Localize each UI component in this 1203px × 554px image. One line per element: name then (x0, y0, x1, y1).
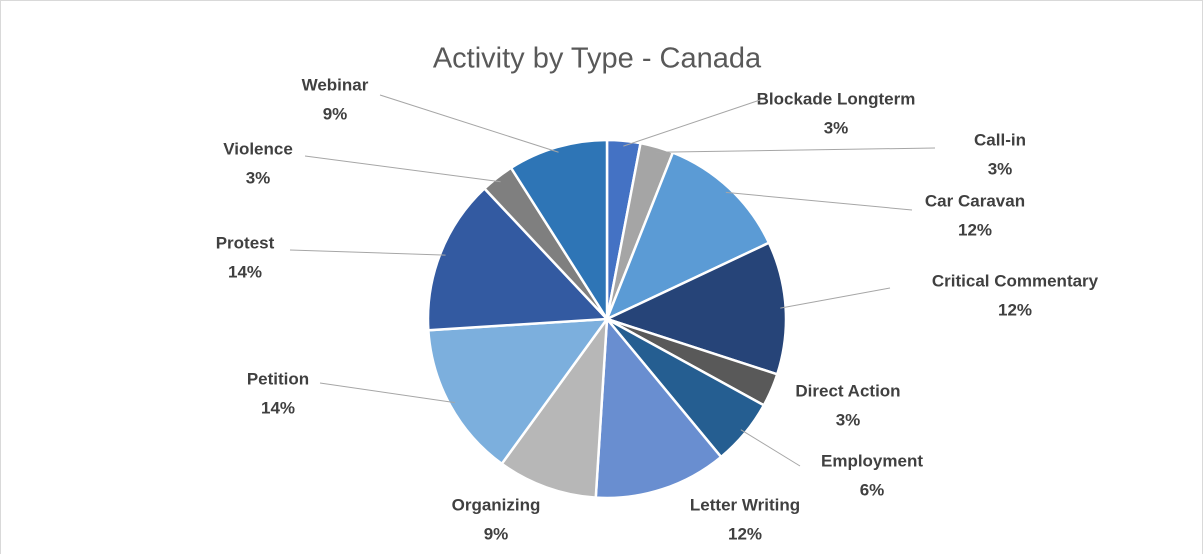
slice-value-label: 12% (728, 524, 762, 543)
slice-label: Blockade Longterm (757, 89, 916, 108)
slice-value-label: 12% (998, 300, 1032, 319)
slice-label: Letter Writing (690, 495, 800, 514)
slice-label: Call-in (974, 130, 1026, 149)
slice-label: Webinar (302, 75, 369, 94)
leader-line (379, 94, 559, 153)
slice-value-label: 3% (988, 159, 1013, 178)
slice-label: Violence (223, 139, 293, 158)
leader-line (304, 155, 501, 183)
leader-line (725, 191, 913, 211)
slice-label: Organizing (452, 495, 541, 514)
slice-label: Employment (821, 451, 923, 470)
pie-slice (509, 138, 609, 324)
slice-value-label: 3% (246, 168, 271, 187)
pie-slice (427, 317, 610, 466)
slice-value-label: 9% (484, 524, 509, 543)
slice-label: Critical Commentary (932, 271, 1099, 290)
chart-title: Activity by Type - Canada (433, 43, 762, 75)
pie-slice (603, 241, 788, 376)
leader-line (319, 382, 455, 404)
slice-value-label: 14% (261, 398, 295, 417)
slice-value-label: 6% (860, 480, 885, 499)
slice-value-label: 14% (228, 262, 262, 281)
pie-slice (500, 314, 609, 499)
pie-slice (426, 186, 610, 332)
leader-line (623, 99, 761, 147)
slice-value-label: 12% (958, 220, 992, 239)
pie-slice (594, 315, 723, 500)
leader-line (780, 287, 891, 309)
slice-label: Direct Action (795, 381, 900, 400)
slice-value-label: 9% (323, 104, 348, 123)
leader-line (655, 147, 936, 153)
leader-line (740, 429, 801, 467)
slice-label: Protest (216, 233, 275, 252)
leader-line (289, 249, 446, 256)
slice-label: Car Caravan (925, 191, 1025, 210)
pie-slice (604, 150, 771, 322)
slice-value-label: 3% (836, 410, 861, 429)
slice-label: Petition (247, 369, 309, 388)
slice-value-label: 3% (824, 118, 849, 137)
